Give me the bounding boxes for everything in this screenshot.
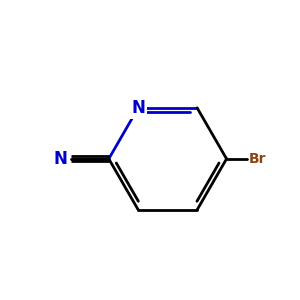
Text: N: N — [131, 99, 145, 117]
Text: N: N — [54, 150, 68, 168]
Text: Br: Br — [249, 152, 266, 166]
